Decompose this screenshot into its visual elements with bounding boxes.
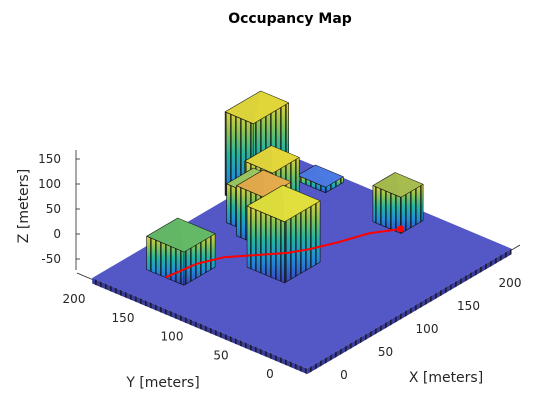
ground-front-left-hatch: [92, 278, 308, 375]
y-tick-label: 150: [112, 311, 135, 325]
z-tick-label: 150: [38, 152, 61, 166]
z-tick-label: -50: [41, 252, 61, 266]
building-orange-roof-highlight: [263, 170, 292, 198]
building-right-olive-roof: [372, 172, 424, 198]
y-tick-label: 50: [213, 348, 228, 362]
y-axis-label: Y [meters]: [125, 375, 199, 391]
building-left-green-roof-highlight: [177, 218, 216, 252]
building-right-olive-left-wall-hatch: [372, 185, 401, 234]
building-small-back-left-wall-hatch: [297, 175, 326, 193]
building-left-green-roof: [146, 217, 216, 253]
building-left-green-front-wall-hatch: [184, 233, 216, 286]
building-tall-back-roof: [224, 90, 290, 124]
building-center-yellow-roof: [246, 184, 321, 223]
building-mid-yellow-roof-highlight: [271, 145, 300, 174]
y-tick-label: 200: [63, 292, 86, 306]
z-axis-label: Z [meters]: [16, 169, 32, 243]
building-center-yellow-front-wall-hatch: [284, 200, 321, 283]
path-end-marker: [397, 225, 405, 233]
building-small-back-roof: [297, 164, 344, 188]
building-small-back-roof-highlight: [315, 165, 344, 188]
x-axis-label: X [meters]: [409, 370, 483, 386]
y-tick-label: 0: [266, 367, 274, 381]
x-tick-label: 200: [499, 276, 522, 290]
z-tick-label: 50: [46, 202, 61, 216]
x-tick-label: 50: [378, 345, 393, 359]
building-mid-yellow-roof: [244, 145, 300, 174]
z-tick-label: 0: [53, 227, 61, 241]
building-center-yellow-roof-highlight: [282, 185, 321, 222]
building-right-olive-roof-highlight: [395, 172, 424, 198]
building-small-back-front-wall-hatch: [325, 176, 344, 193]
building-right-olive-front-wall-hatch: [400, 184, 424, 234]
building-center-yellow-left-wall-hatch: [247, 206, 285, 283]
x-tick-label: 0: [340, 368, 348, 382]
z-axis: 150 100 50 0 -50: [38, 150, 80, 270]
planned-path: [164, 227, 401, 279]
building-center-yellow: [246, 184, 321, 284]
z-tick-label: 100: [38, 177, 61, 191]
ground-front-right-hatch: [307, 248, 512, 375]
y-tick-label: 100: [161, 330, 184, 344]
building-right-olive: [372, 172, 424, 234]
chart-title: Occupancy Map: [228, 11, 352, 27]
building-tall-back-roof-highlight: [253, 91, 289, 124]
occupancy-scene: [146, 90, 424, 286]
x-tick-label: 100: [416, 322, 439, 336]
x-tick-label: 150: [457, 299, 480, 313]
